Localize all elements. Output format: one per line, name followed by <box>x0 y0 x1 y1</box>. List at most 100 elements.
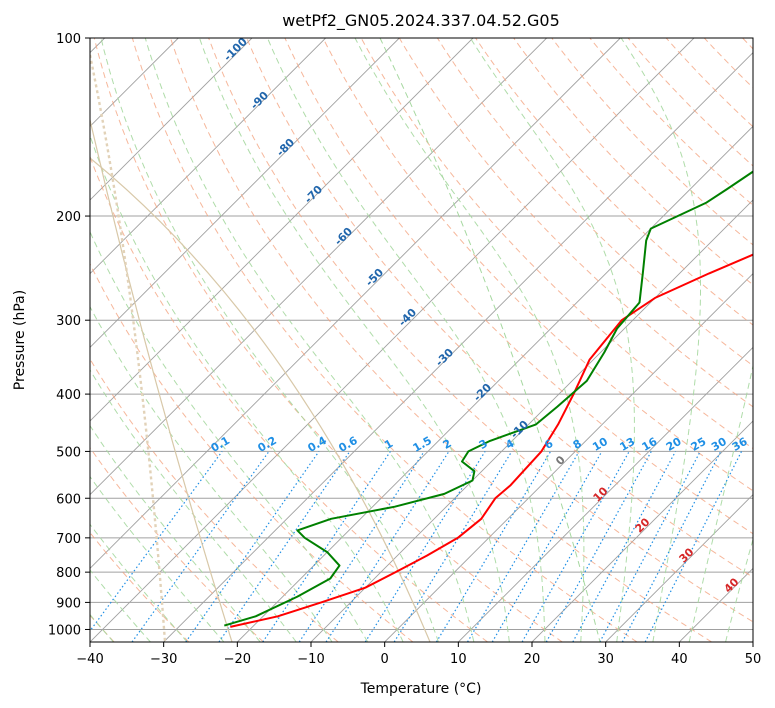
moist-adiabat-label: 30 <box>677 545 697 565</box>
moist-adiabat-line <box>354 38 585 642</box>
isotherm-line <box>679 567 753 642</box>
skewed-isotherm-grid <box>90 38 753 642</box>
dry-adiabat-label: -40 <box>396 306 419 329</box>
reference-curves <box>90 38 601 642</box>
moist-adiabat-line <box>90 475 225 642</box>
dry-adiabat-line <box>703 38 753 89</box>
y-tick-label: 900 <box>56 596 81 611</box>
moist-adiabat-line <box>90 134 404 642</box>
chart-title: wetPf2_GN05.2024.337.04.52.G05 <box>282 11 560 31</box>
x-tick-label: 0 <box>381 652 389 667</box>
moist-adiabat-line <box>90 523 188 642</box>
dry-adiabat-line <box>93 38 563 642</box>
y-tick-label: 700 <box>56 532 81 547</box>
dry-adiabat-line <box>398 38 753 408</box>
isotherm-line <box>531 420 753 642</box>
mixing-ratio-line <box>435 451 552 642</box>
y-tick-label: 100 <box>56 32 81 47</box>
x-tick-label: −20 <box>224 652 251 667</box>
y-axis-label: Pressure (hPa) <box>12 290 28 390</box>
mixing-ratio-line <box>545 451 652 642</box>
x-axis-label: Temperature (°C) <box>360 681 482 697</box>
dry-adiabat-label: -20 <box>471 381 494 404</box>
dry-adiabat-line <box>475 38 753 326</box>
dry-adiabat-line <box>322 38 753 492</box>
in-plot-labels: 0.1 0.2 0.4 0.6 1 1.5 2 3 4 6 8 10 13 16 20 25 30 36-100-… <box>209 35 750 596</box>
isobar-grid <box>90 38 753 630</box>
isotherm-line <box>458 346 753 642</box>
profile-series <box>224 170 753 628</box>
y-tick-label: 800 <box>56 566 81 581</box>
mixing-ratio-lines <box>90 451 743 642</box>
mixing-ratio-line <box>364 451 486 642</box>
x-tick-label: 40 <box>671 652 688 667</box>
dry-adiabat-line <box>208 38 753 623</box>
dry-adiabat-label: -70 <box>302 183 325 206</box>
x-axis-ticks: −40 −30 −20 −10 0 10 20 30 40 50 <box>76 642 761 667</box>
isotherm-line <box>163 52 753 642</box>
reference-arc <box>90 119 233 642</box>
x-tick-label: 50 <box>745 652 762 667</box>
dewpoint-profile-line <box>224 170 753 627</box>
dry-adiabat-line <box>360 38 753 450</box>
moist-adiabat-line <box>267 38 546 642</box>
mixing-ratio-line <box>572 451 677 642</box>
moist-adiabat-line <box>100 38 439 642</box>
isotherm-line <box>310 199 753 642</box>
y-tick-label: 500 <box>56 445 81 460</box>
reference-arc <box>379 38 601 642</box>
isotherm-line <box>90 38 547 496</box>
moist-adiabat-line <box>90 424 261 642</box>
y-tick-label: 1000 <box>48 623 81 638</box>
x-tick-label: 10 <box>450 652 467 667</box>
moist-adiabat-line <box>620 38 701 642</box>
dry-adiabat-label: -10 <box>508 418 531 441</box>
dry-adiabat-line <box>246 38 753 578</box>
mixing-ratio-line <box>218 451 351 642</box>
x-tick-label: −10 <box>297 652 324 667</box>
mixing-ratio-line <box>466 451 580 642</box>
mixing-ratio-line <box>521 451 630 642</box>
isotherm-line <box>384 273 753 642</box>
plot-frame <box>89 37 754 643</box>
dry-adiabat-line <box>90 155 488 642</box>
y-tick-label: 300 <box>56 314 81 329</box>
moist-adiabat-line <box>144 38 475 642</box>
dry-adiabat-line <box>90 358 339 642</box>
dry-adiabat-line <box>90 262 414 642</box>
isotherm-line <box>90 38 400 348</box>
mixing-ratio-line <box>131 451 270 642</box>
reference-arc <box>90 54 167 642</box>
moist-adiabat-line <box>90 305 333 642</box>
mixing-ratio-line <box>393 451 513 642</box>
dry-adiabat-label: -100 <box>221 35 250 64</box>
moist-adiabat-line <box>90 230 369 642</box>
reference-arc <box>90 157 431 642</box>
dry-adiabat-label: -90 <box>248 89 271 112</box>
moist-adiabat-line <box>90 569 151 642</box>
moist-adiabat-label: 20 <box>633 515 653 535</box>
x-tick-label: −30 <box>150 652 177 667</box>
dry-adiabat-line <box>170 38 712 642</box>
mixing-ratio-line <box>262 451 391 642</box>
isotherm-line <box>752 641 753 642</box>
dry-adiabat-label: -50 <box>363 266 386 289</box>
isotherm-line <box>90 38 474 422</box>
moist-adiabat-line <box>762 38 775 642</box>
isotherm-line <box>605 494 753 642</box>
mixing-ratio-line <box>90 451 223 632</box>
moist-adiabat-line <box>688 363 753 642</box>
dry-adiabat-line <box>551 38 753 246</box>
isotherm-line <box>90 38 621 569</box>
y-tick-label: 400 <box>56 388 81 403</box>
isotherm-line <box>90 38 695 642</box>
y-axis-ticks: 100 200 300 400 500 600 700 800 900 1000 <box>48 32 90 638</box>
mixing-ratio-line <box>185 451 320 642</box>
dry-adiabat-line <box>90 446 264 642</box>
isotherm-line <box>237 125 753 642</box>
moist-adiabat-line <box>725 537 753 642</box>
mixing-ratio-line <box>325 451 450 642</box>
temperature-profile-line <box>230 253 753 628</box>
mixing-ratio-line <box>491 451 603 642</box>
